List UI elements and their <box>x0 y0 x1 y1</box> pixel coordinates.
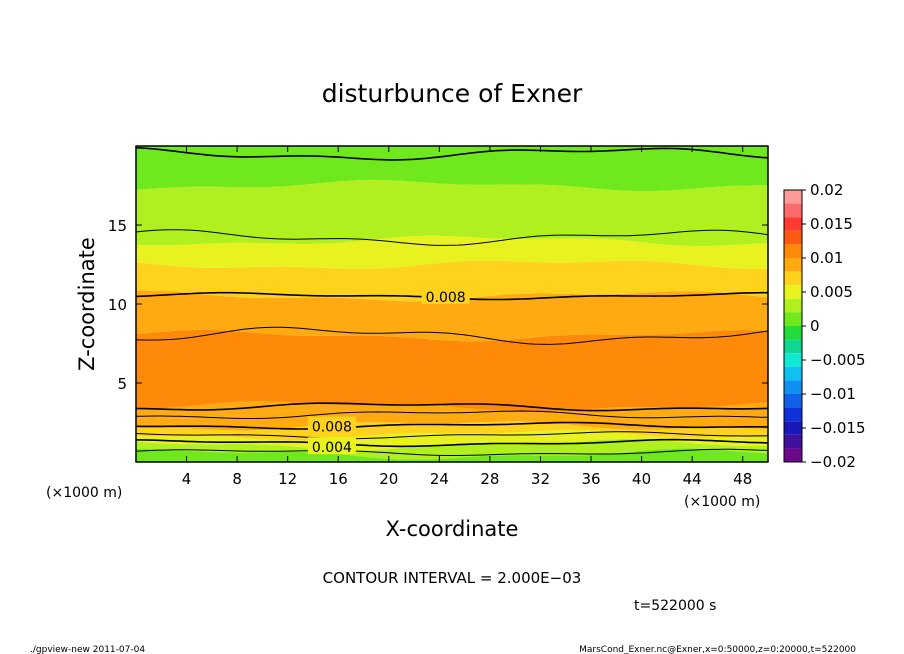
contour-line <box>136 448 768 456</box>
x-tick-label: 32 <box>531 470 550 488</box>
contour-band <box>136 329 768 413</box>
colorbar-cell <box>784 434 802 449</box>
contour-line <box>136 402 768 412</box>
colorbar-tick-label: 0.02 <box>810 181 843 199</box>
colorbar-cell <box>784 203 802 218</box>
contour-line <box>136 421 768 430</box>
contour-band <box>136 290 768 342</box>
maximum-region <box>606 364 642 387</box>
colorbar-tick-label: −0.01 <box>810 385 856 403</box>
colorbar-cell <box>784 394 802 408</box>
colorbar: 0.02 0.015 0.01 0.005 0 −0.005 −0.01 −0.015 −0.0… <box>783 181 866 471</box>
y-tick-label: 15 <box>108 217 127 235</box>
time-label: t=522000 s <box>634 598 716 614</box>
x-tick-label: 12 <box>278 470 297 488</box>
colorbar-tick-label: −0.015 <box>810 419 866 437</box>
colorbar-cell <box>784 339 802 354</box>
contour-line <box>136 431 768 440</box>
colorbar-cell <box>784 448 802 462</box>
x-tick-label: 40 <box>632 470 651 488</box>
contour-band <box>136 179 768 247</box>
maximum-region <box>161 370 313 396</box>
colorbar-cell <box>784 258 802 272</box>
colorbar-cell <box>784 312 802 326</box>
colorbar-cell <box>784 407 802 422</box>
colorbar-cell <box>784 285 802 299</box>
contour-band <box>136 401 768 420</box>
contour-label: 0.004 <box>312 440 352 456</box>
contour-line <box>136 229 768 246</box>
footer-left: ./gpview-new 2011-07-04 <box>30 645 145 654</box>
contour-label-bg <box>307 437 356 455</box>
colorbar-cell <box>784 271 802 286</box>
contour-band <box>136 429 768 451</box>
colorbar-cell <box>784 244 802 258</box>
y-tick-label: 10 <box>108 296 127 314</box>
maximum-region <box>395 375 451 391</box>
x-unit-right: (×1000 m) <box>684 494 760 510</box>
colorbar-cell <box>784 366 802 381</box>
contour-label: 0.008 <box>312 420 352 436</box>
x-tick-label: 48 <box>733 470 752 488</box>
x-axis-label: X-coordinate <box>386 517 519 541</box>
colorbar-tick-label: 0 <box>810 317 820 335</box>
x-tick-label: 8 <box>232 470 242 488</box>
footer-right: MarsCond_Exner.nc@Exner,x=0:50000,z=0:20… <box>579 645 856 654</box>
maximum-region <box>470 369 573 397</box>
contour-line <box>136 438 768 448</box>
colorbar-cell <box>784 230 802 245</box>
x-tick-label: 36 <box>581 470 600 488</box>
contour-band <box>136 146 768 192</box>
x-tick-label: 16 <box>329 470 348 488</box>
x-unit-left: (×1000 m) <box>46 485 122 501</box>
colorbar-tick-label: −0.005 <box>810 351 866 369</box>
y-tick-label: 5 <box>117 375 127 393</box>
contour-band <box>136 438 768 460</box>
contour-band <box>136 260 768 302</box>
colorbar-cell <box>784 217 802 231</box>
colorbar-cell <box>784 380 802 394</box>
contour-band <box>136 410 768 431</box>
colorbar-tick-label: −0.02 <box>810 453 856 471</box>
colorbar-tick-label: 0.005 <box>810 283 853 301</box>
colorbar-cell <box>784 298 802 313</box>
colorbar-cell <box>784 190 802 204</box>
contour-label-bg <box>307 416 356 434</box>
contour-label-bg <box>421 287 470 305</box>
x-tick-label: 44 <box>683 470 702 488</box>
contour-band <box>136 421 768 441</box>
colorbar-tick-label: 0.01 <box>810 249 843 267</box>
maximum-region <box>660 362 712 388</box>
contour-band <box>136 235 768 269</box>
x-tick-label: 28 <box>480 470 499 488</box>
y-axis-label: Z-coordinate <box>75 237 99 371</box>
colorbar-tick-label: 0.015 <box>810 215 853 233</box>
contour-line <box>136 146 768 161</box>
colorbar-cell <box>784 421 802 435</box>
colorbar-cell <box>784 326 802 340</box>
contour-band <box>136 448 768 462</box>
contour-line <box>136 326 768 345</box>
contour-line <box>136 410 768 419</box>
colorbar-cell <box>784 353 802 367</box>
x-tick-label: 24 <box>430 470 449 488</box>
contour-interval-text: CONTOUR INTERVAL = 2.000E−03 <box>323 569 582 587</box>
plot-area: 0.008 0.008 0.004 <box>135 145 769 463</box>
x-tick-label: 4 <box>182 470 192 488</box>
chart-title: disturbunce of Exner <box>322 79 583 108</box>
contour-label: 0.008 <box>426 290 466 306</box>
x-tick-label: 20 <box>379 470 398 488</box>
